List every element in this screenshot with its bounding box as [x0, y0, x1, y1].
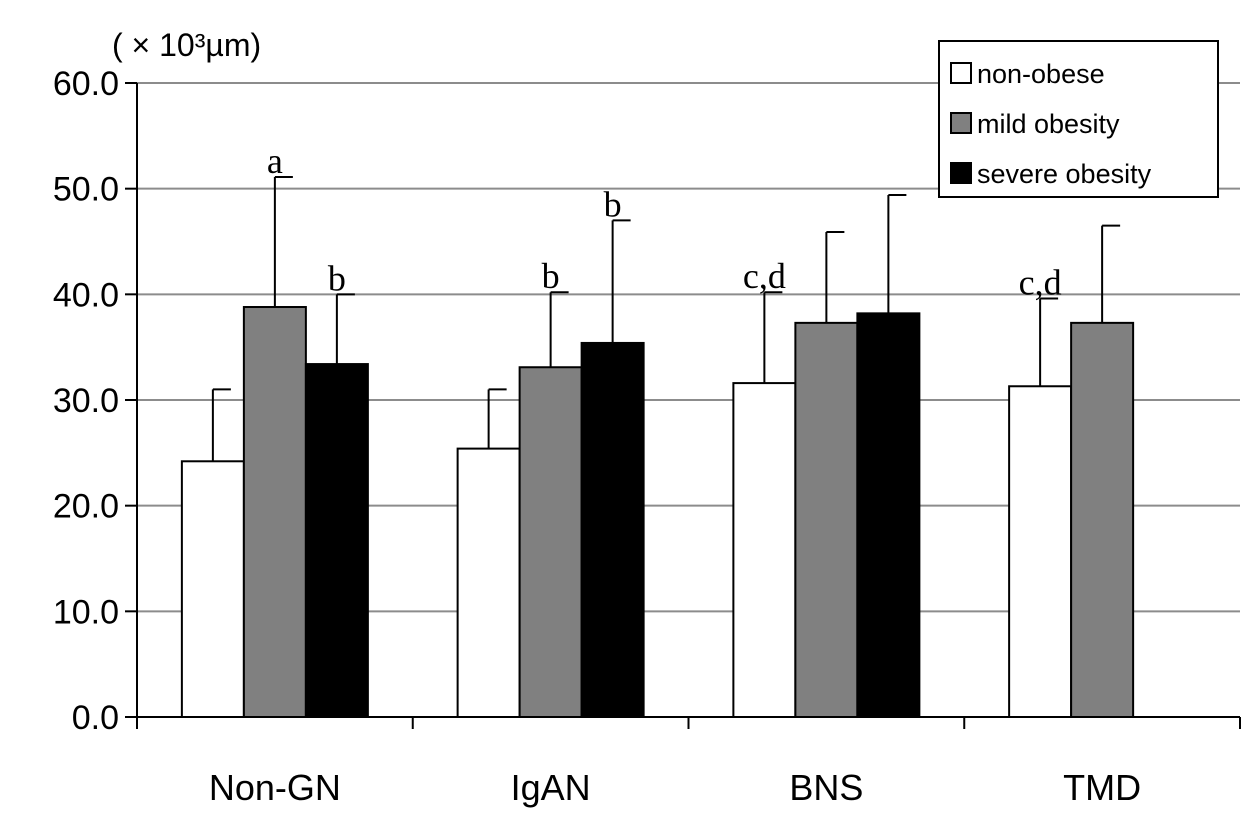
legend-swatch — [950, 112, 972, 134]
legend-swatch — [950, 62, 972, 84]
bar-mild-obesity — [242, 306, 307, 718]
legend-label: mild obesity — [977, 109, 1120, 139]
legend-swatch — [950, 162, 972, 184]
bar-non-obese — [1008, 385, 1073, 718]
annotations: a b b b c,d c,d — [267, 141, 1062, 303]
y-tick-label: 30.0 — [53, 382, 119, 420]
bar-severe-obesity — [856, 312, 921, 718]
significance-label: c,d — [743, 256, 786, 296]
y-axis-unit-label: ( × 10³µm) — [112, 27, 261, 63]
axes: 0.0 10.0 20.0 30.0 40.0 50.0 60.0 Non-GN IgAN BNS… — [53, 65, 1241, 808]
legend-label: non-obese — [977, 59, 1105, 89]
significance-label: c,d — [1019, 263, 1062, 303]
bars — [180, 176, 1135, 718]
bar-severe-obesity — [304, 363, 369, 718]
x-category-label: TMD — [1063, 767, 1141, 808]
bar-mild-obesity — [1070, 321, 1135, 718]
y-tick-label: 20.0 — [53, 488, 119, 526]
legend-box — [938, 40, 1219, 198]
significance-label: b — [542, 256, 560, 296]
y-tick-label: 60.0 — [53, 65, 119, 103]
bar-mild-obesity — [794, 321, 859, 718]
significance-label: b — [604, 184, 622, 224]
y-tick-label: 0.0 — [72, 699, 119, 737]
y-tick-label: 40.0 — [53, 276, 119, 314]
x-category-label: Non-GN — [209, 767, 341, 808]
legend-label: severe obesity — [977, 159, 1152, 189]
bar-non-obese — [180, 460, 245, 718]
y-tick-label: 50.0 — [53, 171, 119, 209]
significance-label: b — [328, 258, 346, 298]
significance-label: a — [267, 141, 283, 181]
bar-non-obese — [732, 382, 797, 718]
legend: non-obese mild obesity severe obesity — [938, 40, 1219, 198]
bar-mild-obesity — [518, 366, 583, 718]
bar-non-obese — [456, 447, 521, 718]
x-category-label: BNS — [789, 767, 863, 808]
x-category-label: IgAN — [511, 767, 591, 808]
y-tick-label: 10.0 — [53, 593, 119, 631]
bar-severe-obesity — [580, 341, 645, 718]
